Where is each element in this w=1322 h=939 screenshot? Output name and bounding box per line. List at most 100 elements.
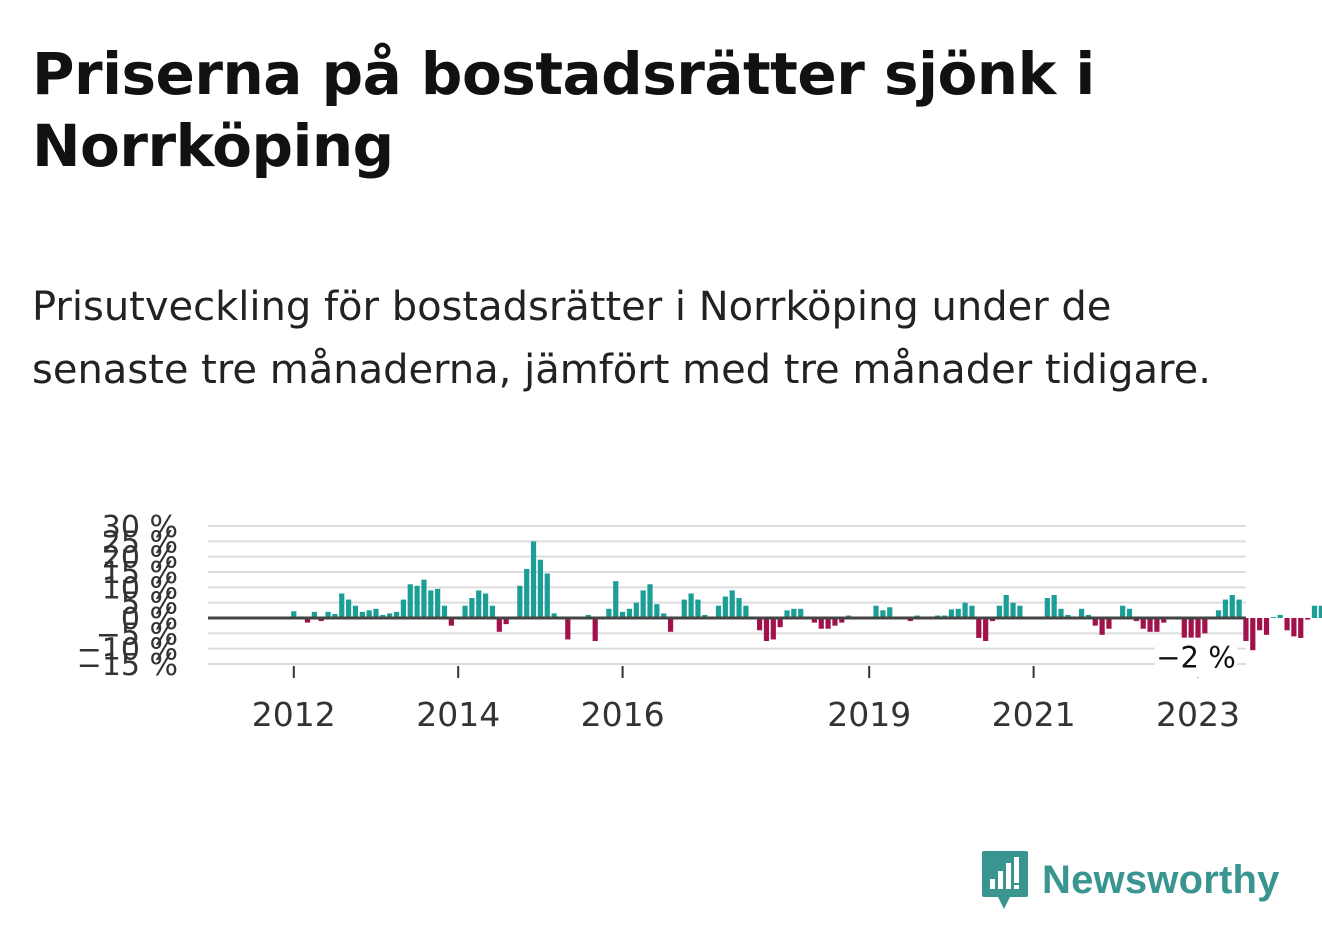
bar	[1120, 605, 1126, 618]
bar	[695, 599, 701, 618]
bar	[667, 618, 674, 632]
bar	[1140, 618, 1146, 629]
bar	[647, 584, 653, 618]
bar	[551, 613, 557, 618]
bar	[996, 605, 1002, 618]
x-tick-label: 2016	[581, 695, 665, 734]
bar	[496, 618, 502, 632]
bar	[373, 608, 379, 618]
bar	[1099, 618, 1105, 635]
bar	[661, 613, 667, 618]
bar	[626, 608, 633, 618]
last-value-label-bg	[1155, 637, 1237, 678]
bar	[339, 593, 345, 618]
bar	[1044, 598, 1050, 618]
bar	[1085, 614, 1091, 618]
bars	[291, 541, 1322, 651]
bar	[503, 618, 509, 625]
bar	[1222, 599, 1228, 618]
bar	[1195, 618, 1201, 645]
bar	[1202, 618, 1208, 634]
bar	[969, 605, 975, 618]
bar	[798, 608, 804, 618]
bar	[414, 585, 420, 618]
bar	[311, 611, 317, 618]
bar	[462, 605, 468, 618]
bar	[1243, 618, 1249, 641]
bar	[613, 581, 619, 618]
x-tick-label: 2021	[992, 695, 1076, 734]
bar	[1078, 608, 1085, 618]
bar	[1188, 618, 1194, 645]
bar	[352, 605, 359, 618]
bar	[702, 614, 708, 618]
bar	[1236, 599, 1242, 618]
bar	[1154, 618, 1160, 632]
bar	[1181, 618, 1187, 638]
bar	[366, 610, 372, 618]
bar	[1215, 610, 1222, 618]
bar	[1161, 618, 1167, 623]
bar	[524, 568, 530, 618]
bar	[380, 614, 386, 618]
y-tick-label: 20 %	[102, 541, 178, 576]
bar	[825, 618, 831, 629]
bar	[1147, 618, 1153, 632]
bar	[1003, 595, 1009, 618]
bar	[393, 611, 400, 618]
bar	[606, 608, 612, 618]
bar	[387, 613, 393, 618]
bar	[407, 584, 413, 618]
bar	[1263, 618, 1270, 635]
bar	[530, 541, 537, 618]
bar	[585, 614, 591, 618]
bar	[469, 598, 475, 618]
bar	[976, 618, 982, 638]
bar	[818, 618, 824, 629]
bar	[688, 593, 694, 618]
bar	[1058, 608, 1064, 618]
bar	[1270, 617, 1276, 618]
bar	[1284, 618, 1290, 631]
bar	[955, 608, 961, 618]
bar	[873, 605, 879, 618]
bar	[640, 590, 646, 618]
bar	[777, 618, 783, 628]
bar	[1277, 614, 1283, 618]
bar	[633, 602, 639, 618]
bar	[1010, 602, 1016, 618]
x-tick-label: 2019	[827, 695, 911, 734]
newsworthy-logo: Newsworthy	[980, 848, 1280, 912]
y-tick-label: −15 %	[77, 648, 178, 683]
last-value-label: −2 %	[1156, 641, 1236, 675]
brand-name: Newsworthy	[1042, 857, 1280, 902]
bar	[1133, 618, 1139, 622]
bar	[489, 605, 496, 618]
bar	[537, 559, 543, 618]
bar	[1298, 618, 1304, 638]
bar	[1257, 618, 1263, 631]
bar	[1065, 614, 1071, 618]
bar	[1229, 595, 1235, 618]
bar	[784, 610, 790, 618]
bar	[592, 618, 598, 641]
bar	[681, 599, 687, 618]
bar-chart: 30 %25 %20 %15 %10 %5 %0 %−5 %−10 %−15 %…	[77, 510, 1322, 734]
bar	[983, 618, 989, 641]
y-tick-label: 5 %	[121, 587, 178, 622]
bar	[483, 593, 489, 618]
bar	[729, 590, 735, 618]
bar	[1126, 608, 1133, 618]
bar	[1250, 618, 1256, 651]
x-axis-tick-labels: 2012 2014 2016 2019 2021 2023 2025	[252, 666, 1322, 734]
bar	[476, 590, 482, 618]
last-value-annotation: −2 %	[1155, 637, 1237, 678]
newsworthy-logo-icon	[982, 851, 1028, 909]
bar	[722, 596, 728, 618]
chart-title: Priserna på bostadsrätter sjönk i Norrkö…	[32, 40, 1095, 180]
bar	[1017, 605, 1023, 618]
bar	[517, 585, 523, 618]
bar	[400, 599, 406, 618]
bar	[811, 618, 817, 623]
bar	[948, 609, 954, 618]
